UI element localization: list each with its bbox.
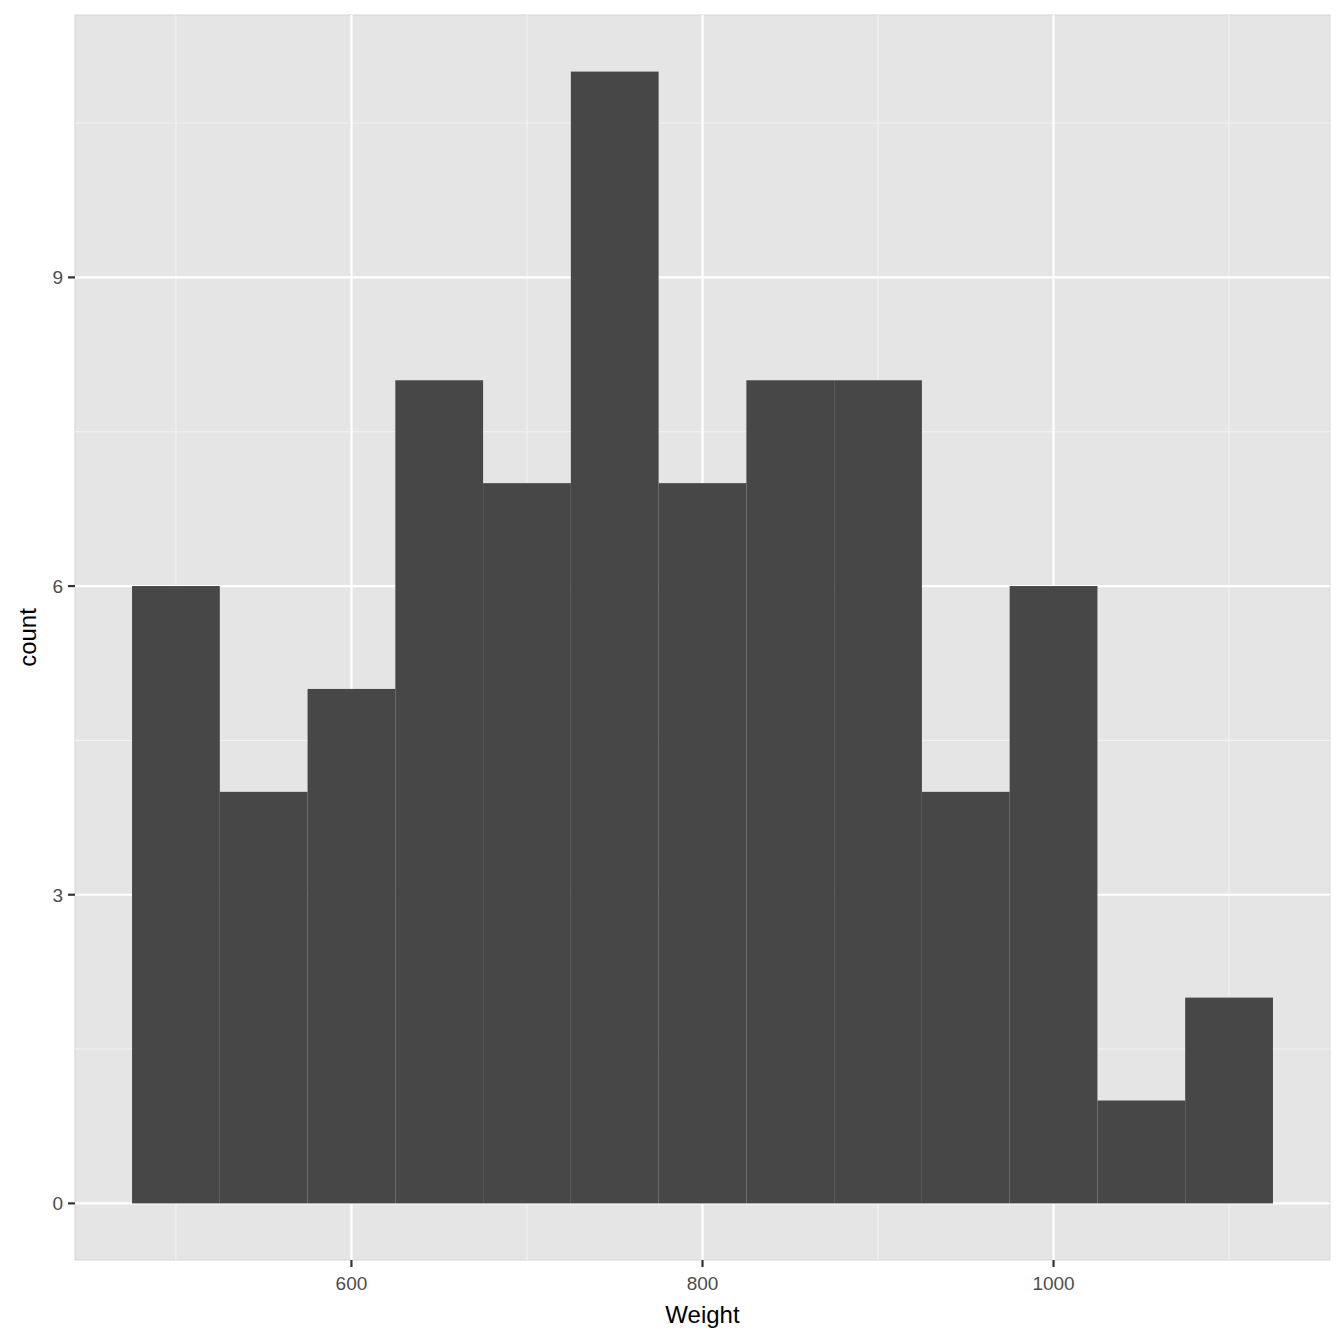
y-tick [68,1202,75,1204]
x-tick-label: 1000 [1032,1273,1074,1294]
y-tick-label: 9 [52,267,63,288]
y-tick-label: 3 [52,885,63,906]
y-tick [68,585,75,587]
x-tick-label: 600 [336,1273,368,1294]
chart-container: 600 800 1000 0 3 6 9 Weight count [0,0,1344,1344]
histogram-bar [1097,1101,1185,1204]
histogram-bar [395,380,483,1203]
grid [75,15,1330,1260]
histogram-bar [1185,998,1273,1204]
histogram-bar [1010,586,1098,1203]
histogram-bar [571,72,659,1204]
histogram-bar [308,689,396,1203]
y-tick-label: 0 [52,1193,63,1214]
y-tick [68,894,75,896]
histogram-bar [220,792,308,1204]
histogram-bar [659,483,747,1203]
histogram-bar [746,380,834,1203]
bars [132,72,1273,1204]
x-axis-title: Weight [665,1301,740,1328]
histogram-bar [132,586,220,1203]
axes: 600 800 1000 0 3 6 9 [52,267,1074,1294]
plot-panel [75,15,1330,1260]
chart: 600 800 1000 0 3 6 9 Weight count [0,0,1344,1344]
y-tick-label: 6 [52,576,63,597]
histogram-bar [922,792,1010,1204]
x-tick [701,1260,703,1267]
histogram-bar [483,483,571,1203]
x-tick-label: 800 [687,1273,719,1294]
y-axis-title: count [14,608,41,667]
x-tick [1052,1260,1054,1267]
grid-line [75,276,1330,278]
y-tick [68,276,75,278]
x-tick [350,1260,352,1267]
histogram-bar [834,380,922,1203]
